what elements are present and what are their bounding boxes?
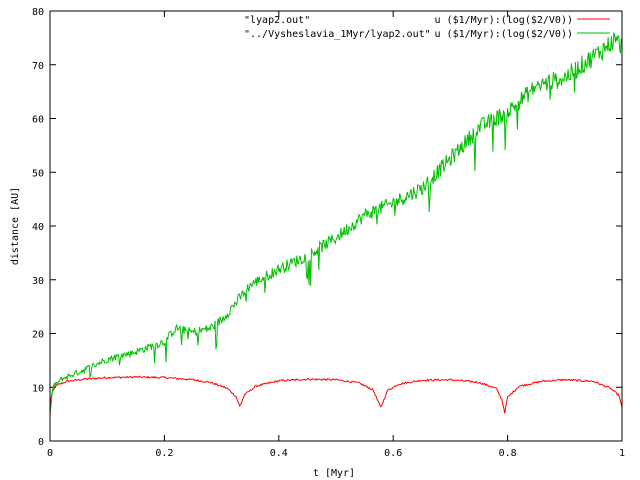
y-tick-label: 10: [32, 383, 44, 394]
series-line-1: [49, 375, 623, 417]
series-line-2: [49, 31, 623, 414]
y-tick-label: 70: [32, 61, 44, 72]
x-tick-label: 0.2: [155, 448, 173, 459]
y-tick-label: 40: [32, 222, 44, 233]
y-tick-labels: 0 10 20 30 40 50 60 70 80: [32, 7, 44, 448]
series-layer: [49, 31, 623, 417]
plot-frame: [49, 10, 623, 442]
y-tick-label: 50: [32, 168, 44, 179]
x-axis-label: t [Myr]: [313, 468, 355, 479]
legend-entry-2-expression: u ($1/Myr):(log($2/V0)): [435, 29, 573, 40]
y-tick-label: 0: [38, 437, 44, 448]
legend-entry-1-name: "lyap2.out": [244, 15, 310, 26]
x-tick-label: 0.8: [499, 448, 517, 459]
y-tick-label: 30: [32, 276, 44, 287]
y-axis-label: distance [AU]: [10, 187, 21, 265]
x-tick-label: 0: [47, 448, 53, 459]
legend: "lyap2.out" u ($1/Myr):(log($2/V0)) "../…: [244, 15, 610, 40]
x-tick-labels: 0 0.2 0.4 0.6 0.8 1: [47, 448, 625, 459]
x-tick-label: 0.4: [270, 448, 288, 459]
x-tick-label: 1: [619, 448, 625, 459]
y-tick-label: 60: [32, 115, 44, 126]
legend-entry-1-expression: u ($1/Myr):(log($2/V0)): [435, 15, 573, 26]
legend-entry-2-name: "../Vysheslavia_1Myr/lyap2.out": [244, 29, 431, 40]
x-tick-label: 0.6: [384, 448, 402, 459]
y-tick-label: 20: [32, 330, 44, 341]
y-tick-label: 80: [32, 7, 44, 18]
